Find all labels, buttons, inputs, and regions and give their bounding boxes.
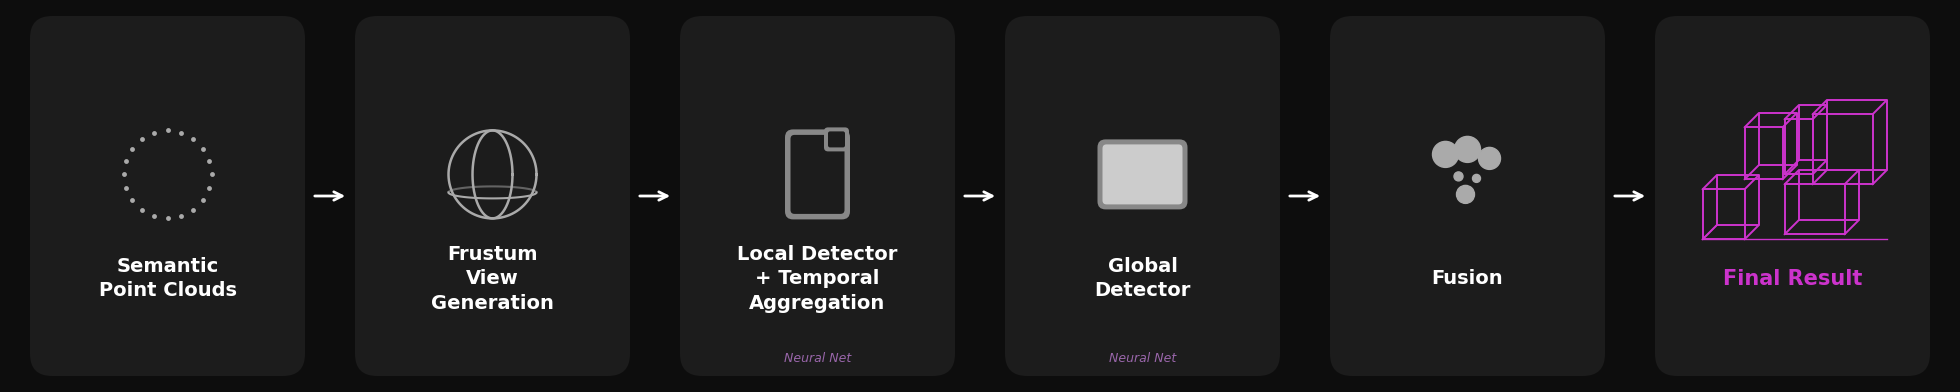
FancyBboxPatch shape: [355, 16, 629, 376]
Text: Neural Net: Neural Net: [1109, 352, 1176, 365]
FancyBboxPatch shape: [1098, 140, 1188, 209]
FancyBboxPatch shape: [823, 127, 849, 151]
FancyBboxPatch shape: [1331, 16, 1605, 376]
FancyBboxPatch shape: [29, 16, 306, 376]
Circle shape: [1454, 172, 1462, 181]
Circle shape: [1456, 185, 1474, 203]
Text: Local Detector
+ Temporal
Aggregation: Local Detector + Temporal Aggregation: [737, 245, 898, 312]
FancyBboxPatch shape: [827, 131, 845, 147]
FancyBboxPatch shape: [790, 135, 845, 214]
Text: Semantic
Point Clouds: Semantic Point Clouds: [98, 257, 237, 300]
FancyBboxPatch shape: [1102, 144, 1182, 204]
FancyBboxPatch shape: [1654, 16, 1931, 376]
Text: Frustum
View
Generation: Frustum View Generation: [431, 245, 555, 312]
Circle shape: [1478, 147, 1501, 169]
Circle shape: [1472, 174, 1480, 182]
FancyBboxPatch shape: [1005, 16, 1280, 376]
Text: Final Result: Final Result: [1723, 269, 1862, 289]
Text: Neural Net: Neural Net: [784, 352, 851, 365]
Circle shape: [1433, 142, 1458, 167]
FancyBboxPatch shape: [786, 129, 851, 220]
FancyBboxPatch shape: [680, 16, 955, 376]
Text: Global
Detector: Global Detector: [1094, 257, 1190, 300]
Text: Fusion: Fusion: [1431, 269, 1503, 288]
Circle shape: [1454, 136, 1480, 162]
